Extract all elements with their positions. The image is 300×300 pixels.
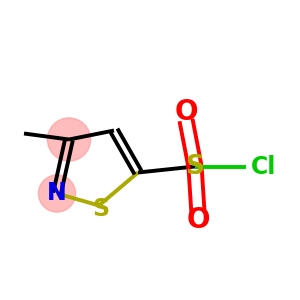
Circle shape [47, 118, 91, 161]
Text: Cl: Cl [250, 154, 276, 178]
Text: S: S [185, 154, 205, 179]
Circle shape [38, 175, 76, 212]
Text: O: O [186, 206, 210, 235]
Text: S: S [92, 197, 109, 221]
Text: N: N [47, 182, 67, 206]
Text: O: O [174, 98, 198, 127]
